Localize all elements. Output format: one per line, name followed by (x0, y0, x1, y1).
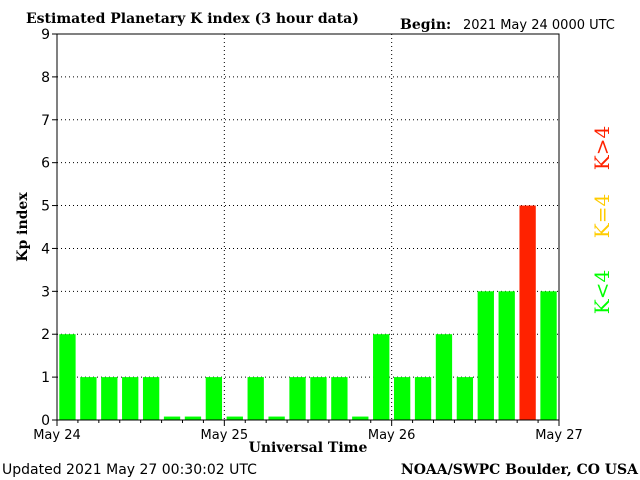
kp-bar (393, 377, 411, 420)
kp-bar (163, 416, 181, 420)
kp-bar (247, 377, 264, 420)
y-axis-label: Kp index (15, 192, 31, 262)
y-tick-label: 8 (41, 70, 50, 86)
legend-high: K>4 (590, 126, 614, 170)
begin-label: Begin: (400, 17, 451, 33)
kp-bar (373, 334, 390, 420)
bars (59, 205, 557, 420)
x-tick-label: May 27 (535, 428, 583, 443)
kp-bar (122, 377, 139, 420)
kp-bar (414, 377, 432, 420)
kp-bar (205, 377, 223, 420)
y-tick-label: 3 (41, 284, 50, 300)
kp-bar (540, 291, 557, 420)
kp-bar (477, 291, 494, 420)
kp-bar (352, 416, 369, 420)
y-tick-label: 1 (41, 370, 50, 386)
kp-bar (80, 377, 97, 420)
y-tick-label: 5 (41, 199, 50, 215)
x-tick-label: May 24 (33, 428, 81, 443)
footer-updated: Updated 2021 May 27 00:30:02 UTC (2, 462, 257, 478)
kp-bar (289, 377, 306, 420)
kp-bar (101, 377, 118, 420)
grid-lines (57, 34, 559, 420)
y-tick-label: 7 (41, 113, 50, 129)
x-axis-label: Universal Time (249, 440, 368, 456)
footer-source: NOAA/SWPC Boulder, CO USA (401, 462, 639, 478)
y-tick-label: 4 (41, 241, 50, 257)
kp-bar (59, 334, 76, 420)
kp-bar (435, 334, 453, 420)
y-tick-label: 0 (41, 413, 50, 429)
kp-bar (268, 416, 285, 420)
kp-bar (498, 291, 515, 420)
begin-value: 2021 May 24 0000 UTC (463, 18, 615, 33)
y-tick-label: 2 (41, 327, 50, 343)
legend-low: K<4 (590, 270, 614, 314)
x-axis-ticks: May 24 May 25 May 26 May 27 (33, 420, 583, 443)
kp-bar (519, 205, 536, 420)
y-tick-label: 6 (41, 156, 50, 172)
x-tick-label: May 25 (201, 428, 249, 443)
kp-bar (310, 377, 327, 420)
kp-bar (142, 377, 160, 420)
kp-bar (331, 377, 348, 420)
chart-title: Estimated Planetary K index (3 hour data… (26, 11, 359, 27)
kp-bar (226, 416, 243, 420)
legend-equal: K=4 (590, 194, 614, 238)
x-tick-label: May 26 (368, 428, 416, 443)
y-tick-label: 9 (41, 27, 50, 43)
y-axis-ticks: 0 1 2 3 4 5 6 7 8 9 (41, 27, 57, 429)
kp-bar (184, 416, 202, 420)
kp-bar (456, 377, 474, 420)
